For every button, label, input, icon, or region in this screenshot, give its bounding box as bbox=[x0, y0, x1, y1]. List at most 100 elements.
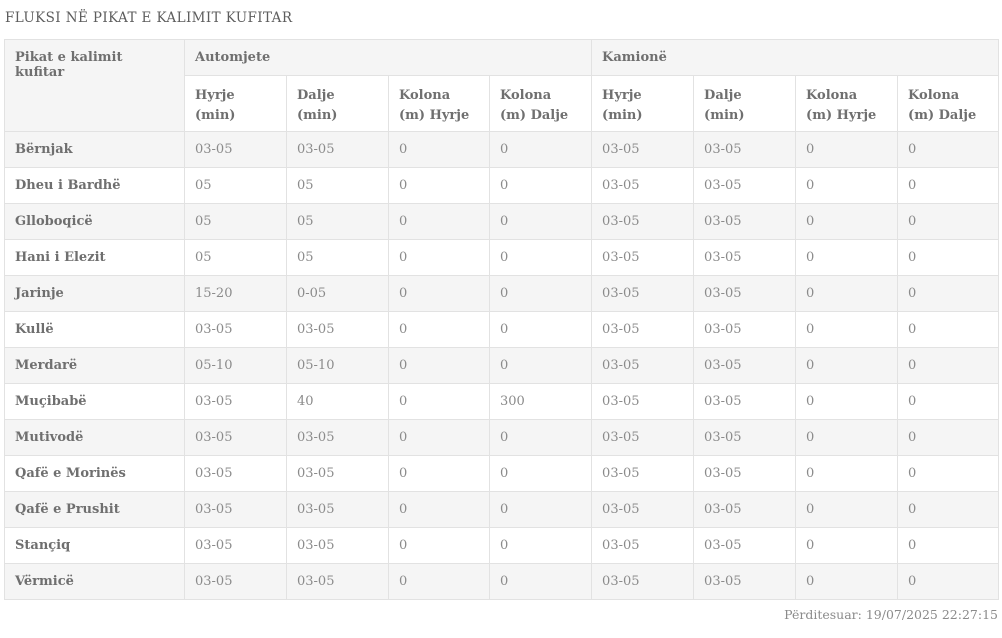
cell-auto-kolona-dalje: 300 bbox=[488, 383, 593, 420]
cell-kamion-kolona-hyrje: 0 bbox=[795, 527, 899, 564]
table-row: Muçibabë 03-05 40 0 300 03-05 03-05 0 0 bbox=[4, 383, 1000, 420]
last-updated-text: Përditesuar: 19/07/2025 22:27:15 bbox=[784, 607, 998, 622]
cell-kamion-kolona-hyrje: 0 bbox=[795, 203, 899, 240]
cell-auto-hyrje-min: 03-05 bbox=[184, 311, 287, 348]
cell-auto-dalje-min: 03-05 bbox=[286, 131, 389, 168]
column-header-auto-hyrje-min: Hyrje (min) bbox=[184, 75, 287, 132]
cell-auto-dalje-min: 05 bbox=[286, 167, 389, 204]
table-row: Mutivodë 03-05 03-05 0 0 03-05 03-05 0 0 bbox=[4, 419, 1000, 456]
cell-auto-kolona-hyrje: 0 bbox=[388, 203, 490, 240]
cell-auto-kolona-dalje: 0 bbox=[488, 311, 593, 348]
crossing-point-name: Qafë e Morinës bbox=[4, 455, 185, 492]
column-header-kamion-kolona-hyrje: Kolona (m) Hyrje bbox=[795, 75, 899, 132]
cell-kamion-kolona-hyrje: 0 bbox=[795, 239, 899, 276]
cell-kamion-kolona-dalje: 0 bbox=[897, 491, 1000, 528]
cell-kamion-kolona-hyrje: 0 bbox=[795, 455, 899, 492]
cell-auto-dalje-min: 03-05 bbox=[286, 563, 389, 600]
cell-kamion-kolona-dalje: 0 bbox=[897, 455, 1000, 492]
table-row: Stançiq 03-05 03-05 0 0 03-05 03-05 0 0 bbox=[4, 527, 1000, 564]
cell-auto-hyrje-min: 03-05 bbox=[184, 131, 287, 168]
cell-kamion-kolona-dalje: 0 bbox=[897, 275, 1000, 312]
cell-auto-kolona-dalje: 0 bbox=[488, 239, 593, 276]
column-header-auto-dalje-min: Dalje (min) bbox=[286, 75, 389, 132]
cell-auto-dalje-min: 40 bbox=[286, 383, 389, 420]
column-header-auto-kolona-hyrje: Kolona (m) Hyrje bbox=[388, 75, 490, 132]
cell-kamion-hyrje-min: 03-05 bbox=[591, 491, 695, 528]
cell-auto-hyrje-min: 05 bbox=[184, 167, 287, 204]
cell-kamion-kolona-dalje: 0 bbox=[897, 203, 1000, 240]
table-row: Kullë 03-05 03-05 0 0 03-05 03-05 0 0 bbox=[4, 311, 1000, 348]
cell-auto-hyrje-min: 03-05 bbox=[184, 383, 287, 420]
cell-kamion-dalje-min: 03-05 bbox=[693, 167, 797, 204]
cell-auto-dalje-min: 05 bbox=[286, 239, 389, 276]
crossing-point-name: Merdarë bbox=[4, 347, 185, 384]
cell-auto-hyrje-min: 03-05 bbox=[184, 419, 287, 456]
cell-auto-kolona-dalje: 0 bbox=[488, 275, 593, 312]
table-row: Dheu i Bardhë 05 05 0 0 03-05 03-05 0 0 bbox=[4, 167, 1000, 204]
cell-auto-dalje-min: 03-05 bbox=[286, 311, 389, 348]
cell-auto-dalje-min: 05-10 bbox=[286, 347, 389, 384]
column-group-kamione: Kamionë bbox=[591, 39, 1000, 76]
cell-auto-kolona-hyrje: 0 bbox=[388, 239, 490, 276]
cell-kamion-kolona-dalje: 0 bbox=[897, 563, 1000, 600]
cell-auto-kolona-dalje: 0 bbox=[488, 203, 593, 240]
cell-kamion-dalje-min: 03-05 bbox=[693, 239, 797, 276]
cell-auto-kolona-hyrje: 0 bbox=[388, 419, 490, 456]
cell-auto-kolona-hyrje: 0 bbox=[388, 455, 490, 492]
cell-auto-hyrje-min: 05 bbox=[184, 203, 287, 240]
column-group-automjete: Automjete bbox=[183, 39, 593, 76]
column-header-crossing-points: Pikat e kalimit kufitar bbox=[4, 39, 185, 132]
cell-kamion-kolona-hyrje: 0 bbox=[795, 275, 899, 312]
cell-kamion-kolona-hyrje: 0 bbox=[795, 311, 899, 348]
cell-kamion-hyrje-min: 03-05 bbox=[591, 275, 695, 312]
cell-kamion-dalje-min: 03-05 bbox=[693, 455, 797, 492]
cell-kamion-kolona-hyrje: 0 bbox=[795, 419, 899, 456]
cell-kamion-kolona-dalje: 0 bbox=[897, 239, 1000, 276]
cell-kamion-hyrje-min: 03-05 bbox=[591, 239, 695, 276]
cell-auto-kolona-hyrje: 0 bbox=[388, 527, 490, 564]
table-header: Pikat e kalimit kufitar Automjete Kamion… bbox=[4, 39, 1000, 132]
cell-kamion-dalje-min: 03-05 bbox=[693, 563, 797, 600]
cell-kamion-hyrje-min: 03-05 bbox=[591, 347, 695, 384]
cell-auto-kolona-hyrje: 0 bbox=[388, 563, 490, 600]
cell-kamion-hyrje-min: 03-05 bbox=[591, 167, 695, 204]
cell-kamion-hyrje-min: 03-05 bbox=[591, 203, 695, 240]
cell-auto-kolona-dalje: 0 bbox=[488, 527, 593, 564]
border-flow-page: FLUKSI NË PIKAT E KALIMIT KUFITAR Pikat … bbox=[0, 10, 1002, 622]
border-crossings-table: Pikat e kalimit kufitar Automjete Kamion… bbox=[4, 39, 1000, 600]
cell-auto-kolona-dalje: 0 bbox=[488, 131, 593, 168]
table-row: Hani i Elezit 05 05 0 0 03-05 03-05 0 0 bbox=[4, 239, 1000, 276]
crossing-point-name: Kullë bbox=[4, 311, 185, 348]
crossing-point-name: Qafë e Prushit bbox=[4, 491, 185, 528]
crossing-point-name: Dheu i Bardhë bbox=[4, 167, 185, 204]
column-header-auto-kolona-dalje: Kolona (m) Dalje bbox=[488, 75, 593, 132]
cell-auto-kolona-dalje: 0 bbox=[488, 455, 593, 492]
crossing-point-name: Glloboqicë bbox=[4, 203, 185, 240]
group-header-row: Pikat e kalimit kufitar Automjete Kamion… bbox=[4, 39, 1000, 132]
table-row: Qafë e Prushit 03-05 03-05 0 0 03-05 03-05 0 0 bbox=[4, 491, 1000, 528]
cell-kamion-dalje-min: 03-05 bbox=[693, 527, 797, 564]
cell-auto-kolona-dalje: 0 bbox=[488, 347, 593, 384]
cell-kamion-dalje-min: 03-05 bbox=[693, 419, 797, 456]
cell-auto-hyrje-min: 03-05 bbox=[184, 527, 287, 564]
cell-kamion-hyrje-min: 03-05 bbox=[591, 527, 695, 564]
cell-auto-hyrje-min: 03-05 bbox=[184, 491, 287, 528]
cell-auto-kolona-dalje: 0 bbox=[488, 167, 593, 204]
cell-auto-dalje-min: 0-05 bbox=[286, 275, 389, 312]
cell-auto-hyrje-min: 05-10 bbox=[184, 347, 287, 384]
column-header-kamion-hyrje-min: Hyrje (min) bbox=[591, 75, 695, 132]
cell-auto-hyrje-min: 03-05 bbox=[184, 563, 287, 600]
cell-auto-kolona-hyrje: 0 bbox=[388, 491, 490, 528]
cell-kamion-kolona-hyrje: 0 bbox=[795, 491, 899, 528]
crossing-point-name: Muçibabë bbox=[4, 383, 185, 420]
table-body: Bërnjak 03-05 03-05 0 0 03-05 03-05 0 0 Dheu i Ba… bbox=[4, 131, 1000, 600]
cell-kamion-hyrje-min: 03-05 bbox=[591, 311, 695, 348]
cell-auto-dalje-min: 03-05 bbox=[286, 491, 389, 528]
crossing-point-name: Mutivodë bbox=[4, 419, 185, 456]
cell-kamion-kolona-hyrje: 0 bbox=[795, 167, 899, 204]
crossing-point-name: Vërmicë bbox=[4, 563, 185, 600]
cell-kamion-kolona-dalje: 0 bbox=[897, 131, 1000, 168]
cell-auto-kolona-hyrje: 0 bbox=[388, 275, 490, 312]
cell-kamion-hyrje-min: 03-05 bbox=[591, 419, 695, 456]
cell-kamion-kolona-dalje: 0 bbox=[897, 311, 1000, 348]
